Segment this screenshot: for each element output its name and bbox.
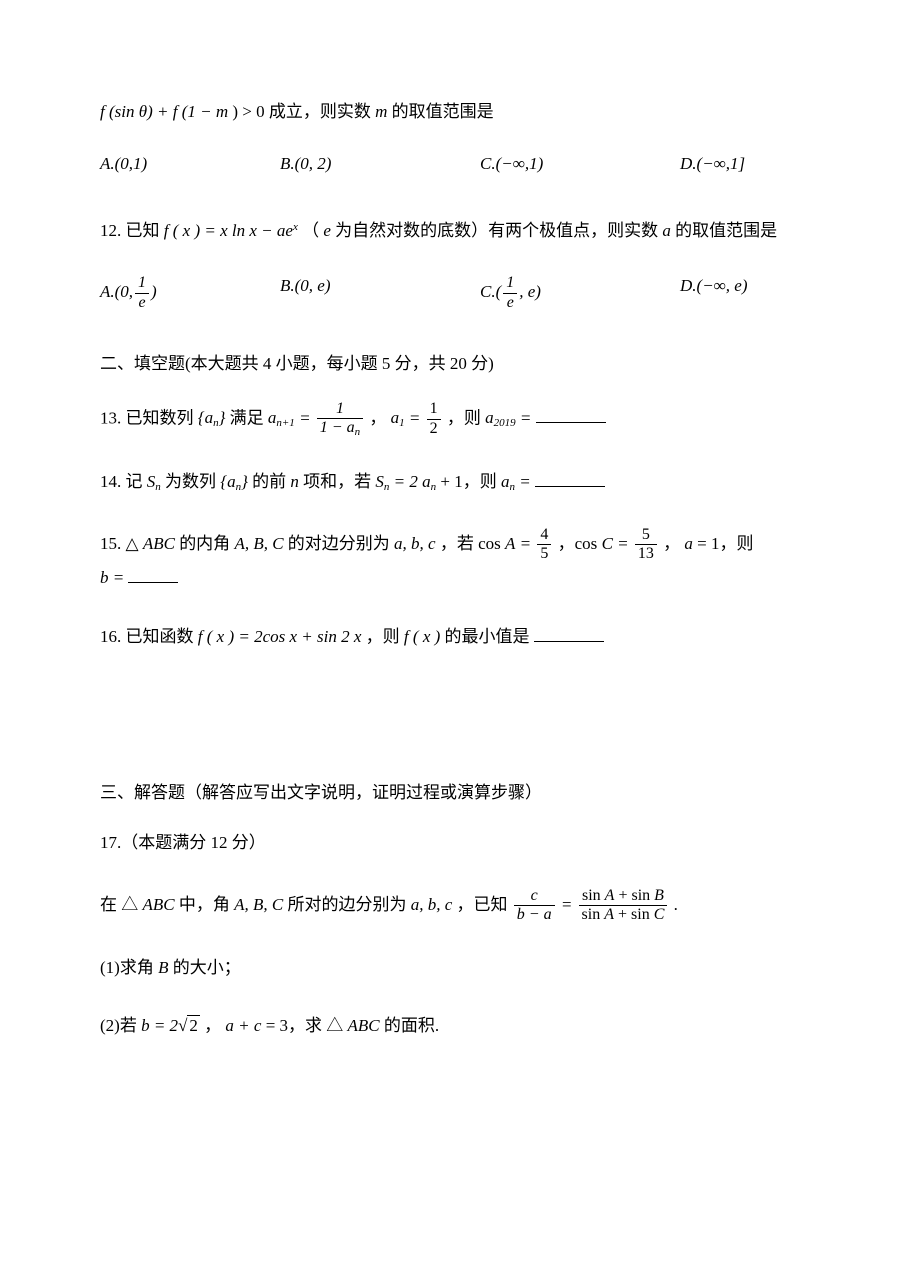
q12-options: A.(0,1e) B.(0, e) C.(1e, e) D.(−∞, e) [100,274,820,312]
q12-stem: 12. 已知 f ( x ) = x ln x − aex （ e 为自然对数的… [100,216,820,247]
q15-blank [128,568,178,583]
q11-opt-b: B.(0, 2) [280,152,480,176]
q12-opt-b: B.(0, e) [280,274,480,312]
q15: 15. △ ABC 的内角 A, B, C 的对边分别为 a, b, c ，若 … [100,526,820,594]
q16: 16. 已知函数 f ( x ) = 2cos x + sin 2 x ，则 f… [100,622,820,653]
q13-blank [536,408,606,423]
section-2-heading: 二、填空题(本大题共 4 小题，每小题 5 分，共 20 分) [100,352,820,376]
q17-part1: (1)求角 B 的大小； [100,953,820,984]
q12-opt-d: D.(−∞, e) [680,274,820,312]
q11-opt-d: D.(−∞,1] [680,152,820,176]
q17-num: 17.（本题满分 12 分） [100,828,820,859]
section-3-heading: 三、解答题（解答应写出文字说明，证明过程或演算步骤） [100,781,820,805]
q17-stem: 在 △ ABC 中，角 A, B, C 所对的边分别为 a, b, c ，已知 … [100,887,820,925]
q14-blank [535,472,605,487]
q12-opt-a: A.(0,1e) [100,274,280,312]
q16-blank [534,627,604,642]
q11-stem: f (sin θ) + f (1 − m ) > 0 成立，则实数 m 的取值范… [100,100,820,124]
q11-opt-a: A.(0,1) [100,152,280,176]
q11-options: A.(0,1) B.(0, 2) C.(−∞,1) D.(−∞,1] [100,152,820,176]
q11-opt-c: C.(−∞,1) [480,152,680,176]
q12-opt-c: C.(1e, e) [480,274,680,312]
q14: 14. 记 Sn 为数列 {an} 的前 n 项和，若 Sn = 2 an + … [100,467,820,498]
q13: 13. 已知数列 {an} 满足 an+1 = 11 − an ， a1 = 1… [100,400,820,439]
q17-part2: (2)若 b = 22 ， a + c = 3，求 △ ABC 的面积. [100,1011,820,1042]
